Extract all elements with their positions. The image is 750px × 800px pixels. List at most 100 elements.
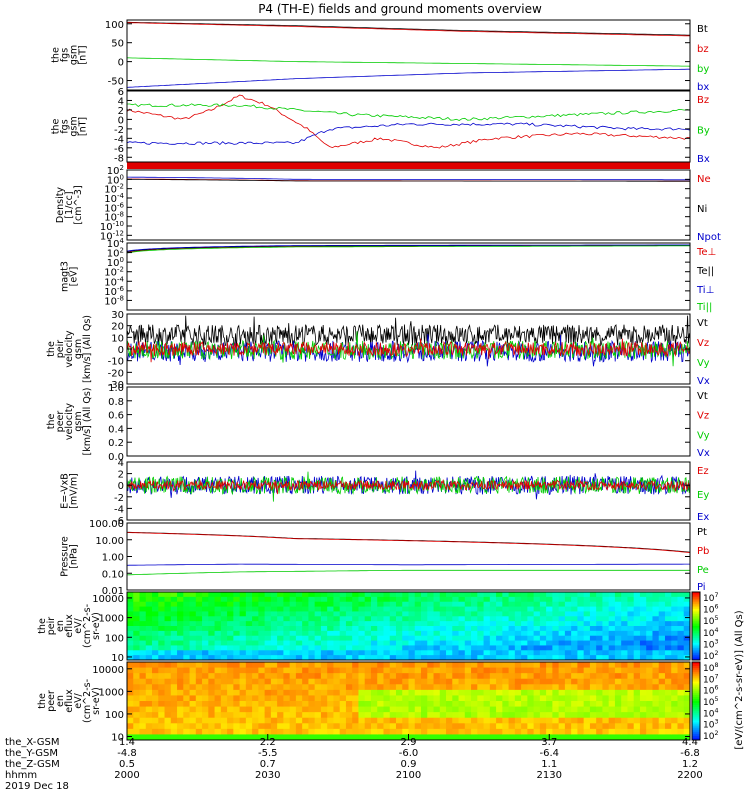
heatmap-cell	[421, 723, 428, 730]
heatmap-cell	[464, 728, 472, 735]
heatmap-cell	[677, 689, 685, 696]
heatmap-cell	[639, 630, 647, 637]
heatmap-cell	[514, 626, 522, 632]
heatmap-cell	[177, 662, 184, 669]
heatmap-cell	[583, 667, 591, 674]
heatmap-cell	[245, 596, 253, 603]
heatmap-cell	[327, 734, 334, 741]
heatmap-cell	[558, 689, 566, 696]
heatmap-cell	[671, 635, 678, 642]
heatmap-cell	[639, 650, 647, 656]
heatmap-cell	[477, 611, 485, 617]
heatmap-cell	[596, 592, 603, 598]
heatmap-cell	[333, 712, 341, 719]
heatmap-cell	[214, 606, 222, 612]
heatmap-cell	[327, 662, 334, 669]
heatmap-cell	[227, 701, 234, 708]
heatmap-cell	[295, 723, 303, 730]
y-tick-label: 0.01	[102, 586, 124, 597]
heatmap-cell	[395, 596, 403, 603]
y-axis-label: the	[37, 693, 48, 709]
heatmap-cell	[270, 717, 278, 724]
heatmap-cell	[177, 606, 184, 612]
heatmap-cell	[546, 596, 553, 603]
heatmap-cell	[414, 728, 422, 735]
heatmap-cell	[539, 630, 547, 637]
heatmap-cell	[496, 689, 503, 696]
heatmap-cell	[552, 678, 560, 685]
legend-bz: bz	[697, 44, 709, 55]
heatmap-cell	[283, 630, 291, 637]
heatmap-cell	[677, 601, 685, 608]
heatmap-cell	[627, 723, 635, 730]
heatmap-cell	[627, 650, 635, 656]
heatmap-cell	[652, 662, 660, 669]
heatmap-cell	[308, 695, 316, 702]
colorbar-cell	[692, 646, 700, 649]
heatmap-cell	[464, 717, 472, 724]
heatmap-cell	[302, 678, 309, 685]
heatmap-cell	[377, 645, 384, 651]
heatmap-cell	[608, 662, 616, 669]
heatmap-cell	[195, 616, 203, 622]
colorbar-cell	[692, 620, 700, 624]
heatmap-cell	[364, 667, 372, 674]
heatmap-cell	[289, 640, 297, 646]
heatmap-cell	[508, 712, 516, 719]
heatmap-cell	[471, 701, 478, 708]
heatmap-cell	[233, 734, 241, 741]
heatmap-cell	[439, 662, 447, 669]
heatmap-cell	[664, 650, 672, 656]
heatmap-cell	[577, 662, 585, 669]
heatmap-cell	[189, 712, 197, 719]
heatmap-cell	[389, 601, 397, 608]
heatmap-cell	[633, 701, 641, 708]
heatmap-cell	[558, 601, 566, 608]
heatmap-cell	[270, 596, 278, 603]
heatmap-cell	[639, 667, 647, 674]
heatmap-cell	[646, 640, 653, 646]
heatmap-cell	[589, 645, 597, 651]
heatmap-cell	[233, 650, 241, 656]
heatmap-cell	[508, 621, 516, 627]
heatmap-cell	[614, 717, 622, 724]
heatmap-cell	[483, 662, 491, 669]
heatmap-cell	[195, 650, 203, 656]
heatmap-cell	[389, 611, 397, 617]
heatmap-cell	[614, 662, 622, 669]
heatmap-cell	[339, 701, 347, 708]
heatmap-cell	[571, 611, 578, 617]
heatmap-cell	[658, 635, 666, 642]
heatmap-cell	[158, 650, 166, 656]
heatmap-cell	[358, 616, 366, 622]
heatmap-cell	[370, 650, 378, 656]
heatmap-cell	[220, 684, 228, 691]
heatmap-cell	[583, 596, 591, 603]
heatmap-cell	[646, 723, 653, 730]
heatmap-cell	[189, 717, 197, 724]
colorbar-tick-label: 102	[703, 650, 718, 662]
heatmap-cell	[564, 592, 572, 598]
heatmap-cell	[614, 701, 622, 708]
heatmap-cell	[383, 606, 391, 612]
heatmap-cell	[245, 678, 253, 685]
heatmap-cell	[258, 678, 266, 685]
heatmap-cell	[539, 673, 547, 680]
heatmap-cell	[502, 662, 510, 669]
heatmap-cell	[539, 728, 547, 735]
heatmap-cell	[552, 592, 560, 598]
heatmap-cell	[364, 645, 372, 651]
heatmap-cell	[227, 635, 234, 642]
heatmap-cell	[333, 592, 341, 598]
heatmap-cell	[677, 645, 685, 651]
heatmap-cell	[239, 678, 247, 685]
heatmap-cell	[527, 706, 535, 713]
heatmap-cell	[327, 684, 334, 691]
heatmap-cell	[627, 645, 635, 651]
heatmap-cell	[308, 650, 316, 656]
y-tick-label: 6	[118, 87, 124, 98]
heatmap-cell	[533, 616, 541, 622]
heatmap-cell	[152, 689, 159, 696]
heatmap-cell	[295, 611, 303, 617]
heatmap-cell	[152, 701, 159, 708]
